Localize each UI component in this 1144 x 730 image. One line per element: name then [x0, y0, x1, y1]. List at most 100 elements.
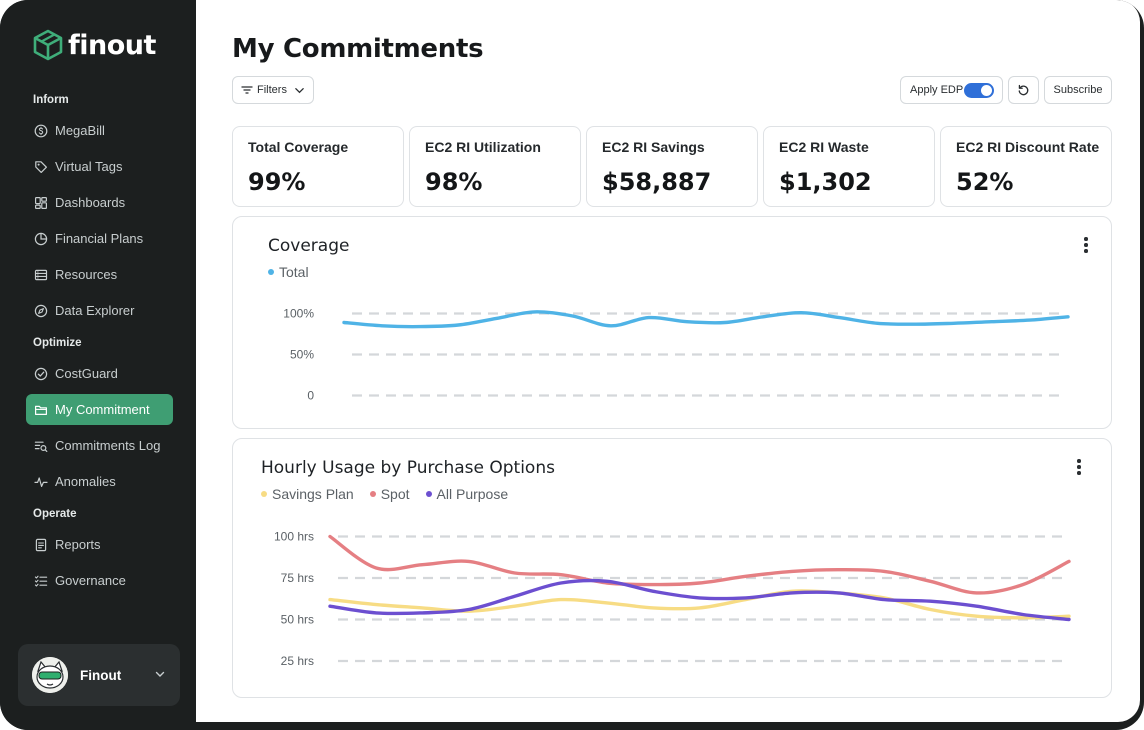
kpi-value: 99% [248, 168, 306, 196]
cube-logo-icon [33, 29, 63, 61]
sidebar-item-data-explorer[interactable]: Data Explorer [26, 295, 173, 326]
sidebar-item-governance[interactable]: Governance [26, 565, 173, 596]
dollar-circle-icon [34, 124, 48, 138]
sidebar-item-label: Virtual Tags [55, 159, 123, 174]
kpi-value: $1,302 [779, 168, 872, 196]
user-name: Finout [80, 667, 122, 683]
sidebar-item-financial-plans[interactable]: Financial Plans [26, 223, 173, 254]
user-menu[interactable]: Finout [18, 644, 180, 706]
shield-check-icon [34, 367, 48, 381]
legend-label: Spot [380, 486, 410, 502]
chart-title: Hourly Usage by Purchase Options [261, 458, 555, 478]
kpi-card-ec2-ri-utilization[interactable]: EC2 RI Utilization 98% [409, 126, 581, 207]
legend-label: All Purpose [436, 486, 509, 502]
sidebar-item-commitments-log[interactable]: Commitments Log [26, 430, 173, 461]
filters-button[interactable]: Filters [232, 76, 314, 104]
y-tick-label: 50 hrs [281, 613, 314, 627]
sidebar-item-label: CostGuard [55, 366, 118, 381]
legend-dot [261, 491, 267, 497]
filter-lines-icon [241, 86, 253, 94]
kpi-value: 98% [425, 168, 483, 196]
sidebar: finout Inform MegaBill Virtual Tags Dashboa… [0, 0, 196, 730]
sidebar-item-label: Dashboards [55, 195, 126, 210]
kpi-label: Total Coverage [248, 139, 349, 155]
y-tick-label: 75 hrs [281, 571, 314, 585]
coverage-line-chart: 100% 50% 0 [283, 307, 1070, 403]
kpi-label: EC2 RI Waste [779, 139, 869, 155]
refresh-icon [1018, 84, 1029, 95]
y-tick-label: 25 hrs [281, 654, 314, 668]
page-title: My Commitments [232, 34, 484, 64]
activity-icon [34, 475, 48, 489]
filters-label: Filters [257, 84, 287, 96]
kpi-card-ec2-ri-waste[interactable]: EC2 RI Waste $1,302 [763, 126, 935, 207]
dashboard-grid-icon [34, 196, 48, 210]
kpi-value: 52% [956, 168, 1014, 196]
legend-dot [369, 491, 376, 497]
kpi-label: EC2 RI Discount Rate [956, 139, 1100, 155]
sidebar-item-dashboards[interactable]: Dashboards [26, 187, 173, 218]
report-icon [34, 538, 48, 552]
apply-edp-toggle[interactable] [964, 83, 994, 98]
hourly-usage-line-chart: 100 hrs 75 hrs 50 hrs 25 hrs [274, 530, 1071, 668]
legend-item-spot[interactable]: Spot [369, 486, 410, 502]
server-icon [34, 268, 48, 282]
apply-edp-label: Apply EDP [910, 84, 964, 96]
nav-section-inform: Inform [33, 94, 69, 106]
coverage-chart-card: Coverage Total 100% 50% 0 [232, 216, 1112, 429]
sidebar-item-reports[interactable]: Reports [26, 529, 173, 560]
sidebar-item-label: Financial Plans [55, 231, 144, 246]
legend-item-savings-plan[interactable]: Savings Plan [261, 486, 354, 502]
sidebar-item-resources[interactable]: Resources [26, 259, 173, 290]
kpi-label: EC2 RI Savings [602, 139, 705, 155]
sidebar-item-anomalies[interactable]: Anomalies [26, 466, 173, 497]
sidebar-item-my-commitment[interactable]: My Commitment [26, 394, 173, 425]
tag-icon [34, 160, 48, 174]
more-vertical-icon[interactable] [1083, 237, 1089, 253]
compass-icon [34, 304, 48, 318]
sidebar-item-label: Anomalies [55, 474, 116, 489]
legend-dot [268, 269, 274, 275]
series-line-total[interactable] [342, 310, 1070, 329]
y-tick-label: 100% [283, 307, 314, 321]
kpi-label: EC2 RI Utilization [425, 139, 541, 155]
reset-button[interactable] [1008, 76, 1039, 104]
sidebar-item-label: Data Explorer [55, 303, 135, 318]
sidebar-item-label: MegaBill [55, 123, 105, 138]
nav-section-operate: Operate [33, 508, 77, 520]
y-tick-label: 0 [307, 389, 314, 403]
nav-section-optimize: Optimize [33, 337, 82, 349]
kpi-card-ec2-ri-discount-rate[interactable]: EC2 RI Discount Rate 52% [940, 126, 1112, 207]
sidebar-item-label: Commitments Log [55, 438, 161, 453]
brand-name: finout [68, 29, 156, 61]
apply-edp-control: Apply EDP [900, 76, 1003, 104]
legend-label: Total [279, 264, 309, 280]
avatar [32, 657, 68, 693]
more-vertical-icon[interactable] [1076, 459, 1082, 475]
series-line-spot[interactable] [328, 534, 1071, 595]
chart-legend: Savings Plan Spot All Purpose [261, 486, 524, 502]
brand-logo[interactable]: finout [32, 28, 156, 62]
legend-dot [425, 491, 432, 497]
list-search-icon [34, 439, 48, 453]
legend-item-total[interactable]: Total [268, 264, 309, 280]
legend-label: Savings Plan [272, 486, 354, 502]
sidebar-item-label: Resources [55, 267, 118, 282]
chevron-down-icon [295, 88, 304, 94]
y-tick-label: 50% [290, 348, 314, 362]
sidebar-item-virtual-tags[interactable]: Virtual Tags [26, 151, 173, 182]
series-line-all-purpose[interactable] [328, 578, 1071, 622]
cat-mascot-icon [32, 657, 68, 693]
kpi-card-total-coverage[interactable]: Total Coverage 99% [232, 126, 404, 207]
sidebar-item-costguard[interactable]: CostGuard [26, 358, 173, 389]
legend-item-all-purpose[interactable]: All Purpose [425, 486, 509, 502]
checklist-icon [34, 574, 48, 588]
sidebar-item-label: My Commitment [55, 402, 150, 417]
subscribe-button[interactable]: Subscribe [1044, 76, 1112, 104]
y-tick-label: 100 hrs [274, 530, 314, 544]
kpi-card-ec2-ri-savings[interactable]: EC2 RI Savings $58,887 [586, 126, 758, 207]
folder-icon [34, 403, 48, 417]
sidebar-item-megabill[interactable]: MegaBill [26, 115, 173, 146]
chart-legend: Total [268, 264, 325, 280]
sidebar-item-label: Governance [55, 573, 126, 588]
